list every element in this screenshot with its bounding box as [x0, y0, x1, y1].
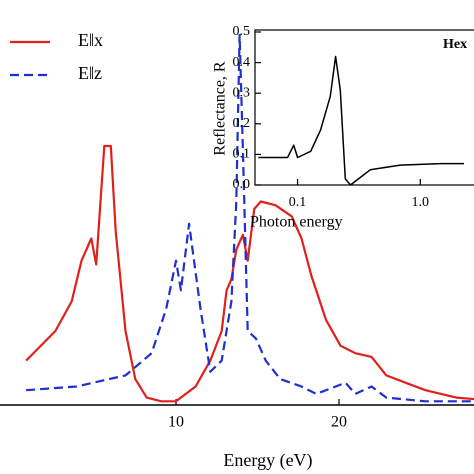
y-tick-label: 0.1 [233, 147, 251, 162]
x-tick-label: 0.1 [289, 195, 307, 210]
y-axis-label: Reflectance, R [212, 61, 229, 156]
y-tick-label: 0.2 [233, 116, 251, 131]
x-axis-label: Photon energy [250, 214, 343, 231]
annotation: Hex [443, 37, 467, 52]
series-line [26, 33, 474, 403]
y-tick-label: 0.5 [233, 24, 251, 39]
x-axis-label: Energy (eV) [223, 450, 312, 471]
legend-label: E‖z [78, 63, 102, 83]
x-tick-label: 20 [331, 414, 347, 431]
series-line [258, 55, 464, 186]
inset-frame [254, 29, 474, 186]
y-tick-label: 0.3 [233, 85, 251, 100]
y-tick-label: 0.0 [233, 177, 251, 192]
y-tick-label: 0.4 [233, 55, 251, 70]
legend-label: E‖x [78, 30, 103, 50]
x-tick-label: 10 [168, 414, 184, 431]
x-tick-label: 1.0 [412, 195, 430, 210]
